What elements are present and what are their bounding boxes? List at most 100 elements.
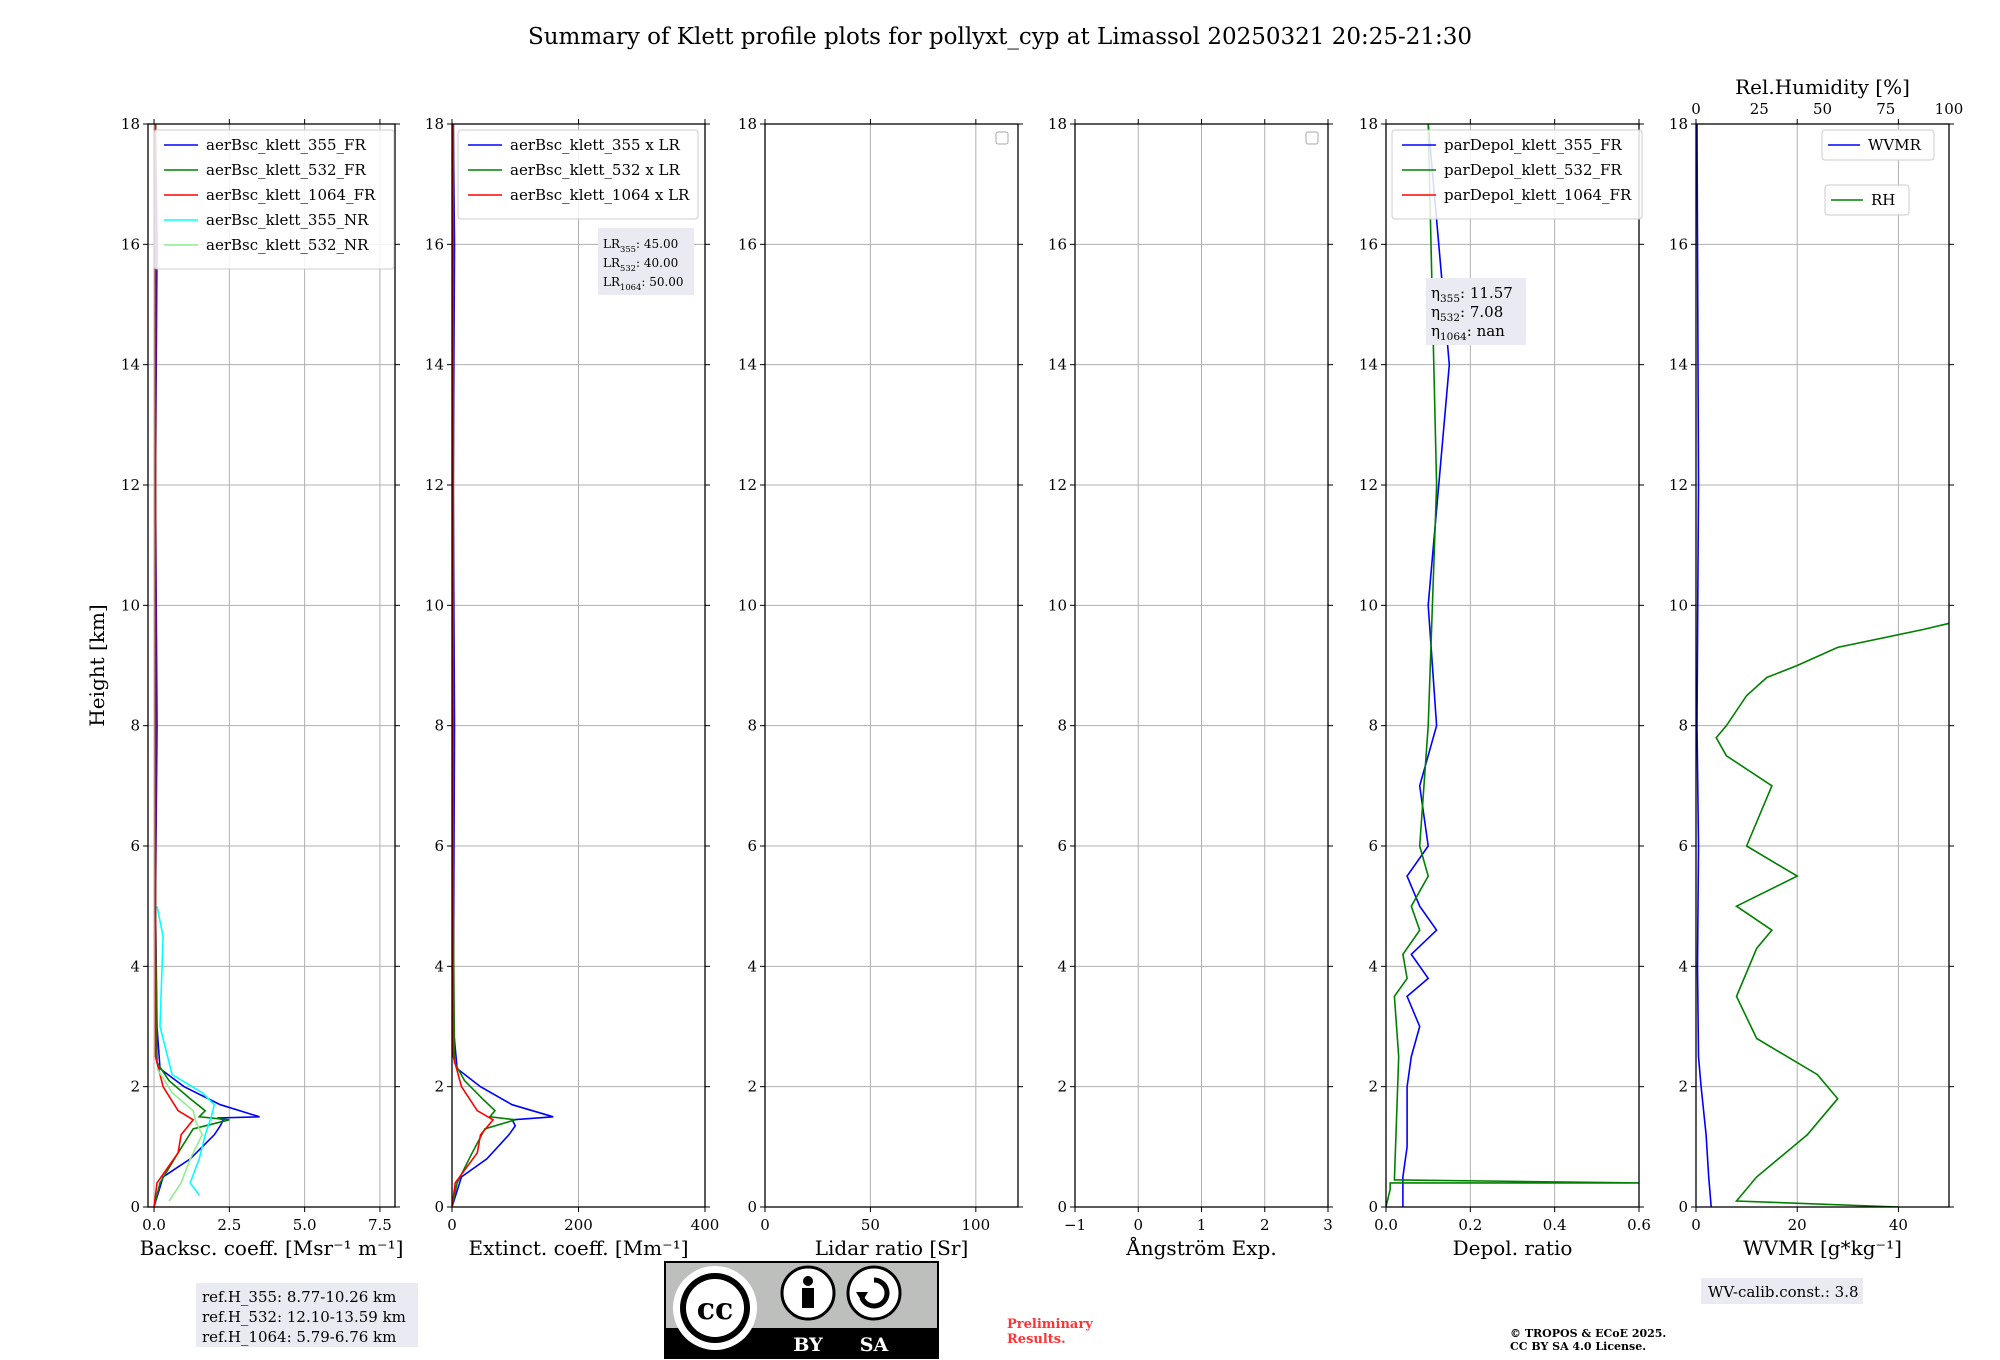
x-tick-label: −1 [1064,1216,1086,1234]
y-tick-label: 8 [1368,717,1378,735]
y-tick-label: 12 [425,476,444,494]
y-tick-label: 14 [121,356,140,374]
y-tick-label: 18 [1359,115,1378,133]
preliminary-line2: Results. [1007,1332,1066,1347]
eta_text-box [1426,278,1526,345]
y-tick-label: 10 [738,596,757,614]
y-tick-label: 8 [434,717,444,735]
y-tick-label: 6 [1368,837,1378,855]
x-axis-label: Lidar ratio [Sr] [815,1236,969,1260]
x2-tick-label: 100 [1935,100,1964,118]
series-line-wvmr [1696,124,1712,1207]
ref-height-1064: ref.H_1064: 5.79-6.76 km [202,1328,396,1346]
panel-lidar_ratio: 0 2 4 6 8 10 12 14 16 18 0 50 100 Lidar ratio [Sr] [738,115,1023,1260]
y-tick-label: 0 [130,1198,140,1216]
y-tick-label: 12 [738,476,757,494]
y-tick-label: 2 [1368,1078,1378,1096]
cc-glyph: cc [697,1292,734,1327]
ref-height-532: ref.H_532: 12.10-13.59 km [202,1308,406,1326]
y-tick-label: 6 [1057,837,1067,855]
y-tick-label: 6 [747,837,757,855]
eta_text-line: η532: 7.08 [1431,303,1503,324]
ref-height-box: ref.H_355: 8.77-10.26 km ref.H_532: 12.1… [196,1283,418,1347]
axes-frame [764,123,1019,1208]
y-tick-label: 2 [1678,1078,1688,1096]
empty-legend-box [1305,131,1319,145]
x-tick-label: 0 [1691,1216,1701,1234]
x-tick-label: 2 [1260,1216,1270,1234]
legend-label: RH [1871,191,1895,209]
empty-legend-box [995,131,1009,145]
x-tick-label: 100 [962,1216,991,1234]
x-tick-label: 0.0 [1374,1216,1398,1234]
cc-by-sa-icon: cc BY SA [664,1261,939,1359]
x-tick-label: 0.2 [1458,1216,1482,1234]
x-tick-label: 0 [760,1216,770,1234]
series-line-aerbsc-klett-532-x-lr [452,124,516,1207]
x-tick-label: 20 [1788,1216,1807,1234]
legend-label: aerBsc_klett_355_FR [206,136,366,154]
y-tick-label: 0 [1678,1198,1688,1216]
y-tick-label: 14 [738,356,757,374]
legend-label: aerBsc_klett_532_NR [206,236,369,254]
y-tick-label: 2 [1057,1078,1067,1096]
x-axis-label: WVMR [g*kg⁻¹] [1743,1236,1902,1260]
series-line-rh [1715,622,1949,1207]
copyright-line2: CC BY SA 4.0 License. [1510,1340,1646,1353]
license-sa-label: SA [860,1334,889,1356]
y-tick-label: 18 [738,115,757,133]
panel-backscatter: 0 2 4 6 8 10 12 14 16 18 0.0 2.5 5.0 7.5 Backsc. coeff… [85,115,403,1260]
wv-calib-box: WV-calib.const.: 3.8 [1701,1278,1863,1304]
y-tick-label: 0 [434,1198,444,1216]
chart-title: Summary of Klett profile plots for polly… [528,24,1472,50]
series-line-aerbsc-klett-355-fr [153,124,260,1207]
x-tick-label: 200 [564,1216,593,1234]
wv-calib-text: WV-calib.const.: 3.8 [1708,1283,1859,1301]
x2-axis-label: Rel.Humidity [%] [1735,75,1910,99]
series-group [1386,124,1639,1207]
legend-box [153,129,395,270]
lr_text-line: LR1064: 50.00 [603,275,684,292]
legend-box [457,129,699,220]
legend-box [1821,129,1935,161]
x-tick-label: 2.5 [217,1216,241,1234]
y-tick-label: 12 [121,476,140,494]
x-tick-label: 40 [1889,1216,1908,1234]
y-tick-label: 4 [1057,957,1067,975]
y-tick-label: 16 [1669,235,1688,253]
x-axis-label: Backsc. coeff. [Msr⁻¹ m⁻¹] [140,1236,404,1260]
series-line-aerbsc-klett-532-nr [156,1068,204,1202]
y-tick-label: 4 [434,957,444,975]
x-tick-label: 0.6 [1627,1216,1651,1234]
series-line-aerbsc-klett-1064-x-lr [452,124,495,1207]
series-group [153,124,260,1207]
series-line-pardepol-klett-532-fr [1386,124,1639,1207]
y-tick-label: 12 [1669,476,1688,494]
x-tick-label: 1 [1197,1216,1207,1234]
y-tick-label: 14 [1669,356,1688,374]
y-tick-label: 4 [130,957,140,975]
legend-label: parDepol_klett_1064_FR [1444,186,1632,204]
y-tick-label: 0 [1057,1198,1067,1216]
y-tick-label: 18 [425,115,444,133]
series-line-aerbsc-klett-355-nr [156,906,216,1196]
y-tick-label: 14 [1359,356,1378,374]
y-tick-label: 12 [1048,476,1067,494]
axes-frame [1695,123,1950,1208]
x-tick-label: 0.4 [1543,1216,1567,1234]
legend-box [1391,129,1643,220]
eta_text-line: η1064: nan [1431,322,1505,343]
lr_text-line: LR355: 45.00 [603,237,678,254]
x-tick-label: 7.5 [368,1216,392,1234]
lr_text-line: LR532: 40.00 [603,256,678,273]
legend-label: parDepol_klett_355_FR [1444,136,1622,154]
lr_text-box [598,228,694,295]
y-tick-label: 10 [1359,596,1378,614]
y-tick-label: 10 [121,596,140,614]
y-tick-label: 10 [1048,596,1067,614]
y-tick-label: 10 [1669,596,1688,614]
axes-frame [147,123,396,1208]
y-tick-label: 18 [1669,115,1688,133]
